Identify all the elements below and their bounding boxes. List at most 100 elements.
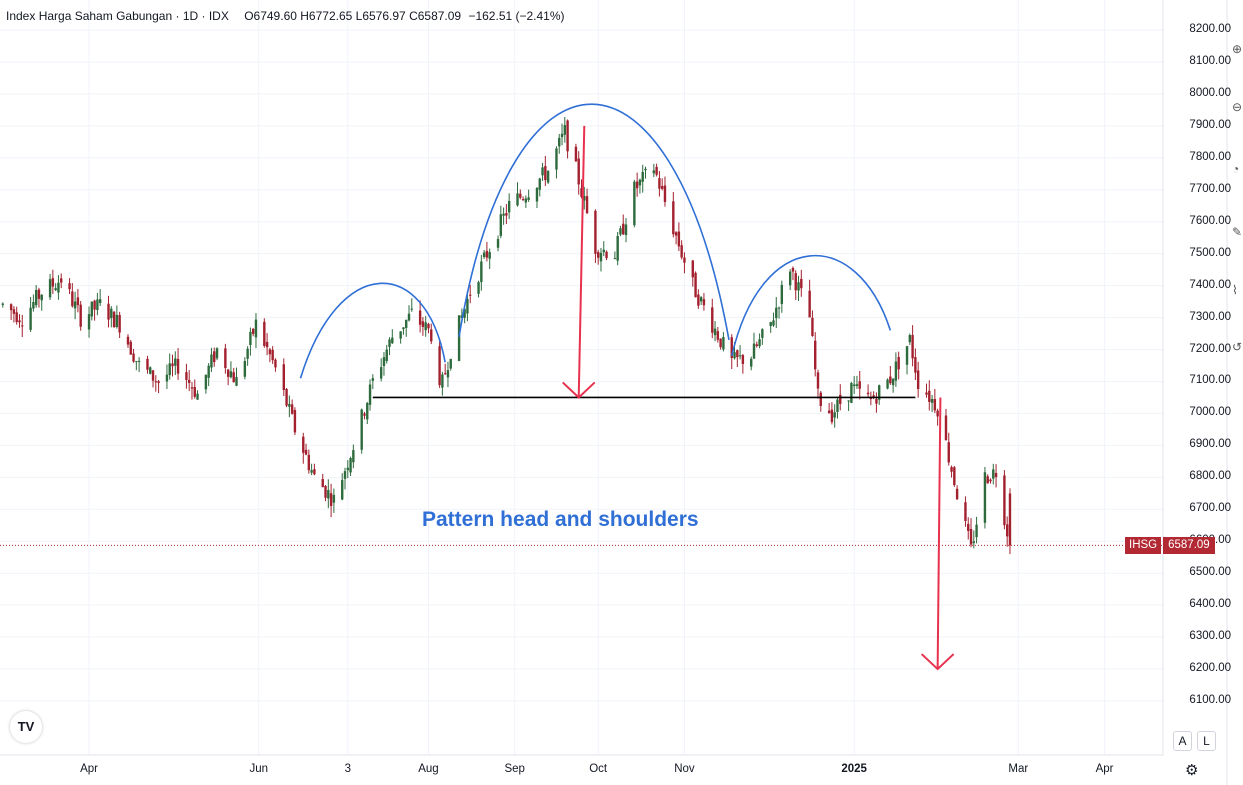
candle-body [936, 410, 939, 417]
candle-body [40, 294, 43, 301]
candle-body [76, 297, 80, 306]
candle-body [925, 392, 928, 395]
candle-body [285, 388, 288, 406]
head-arc[interactable] [458, 103, 730, 341]
right-shoulder-arc[interactable] [730, 254, 892, 357]
pattern-annotation[interactable]: Pattern head and shoulders [422, 508, 699, 531]
candle-body [457, 315, 461, 361]
candle-body [836, 399, 839, 412]
candle-body [677, 231, 681, 247]
candle-body [955, 488, 959, 500]
price-tick-label: 7200.00 [1189, 342, 1231, 355]
tradingview-logo[interactable]: TV [10, 711, 42, 743]
toolbar-icon[interactable]: ↺ [1232, 340, 1243, 354]
candle-body [519, 193, 522, 198]
price-tick-label: 7900.00 [1189, 118, 1231, 131]
candle-body [249, 331, 252, 346]
candle-body [944, 415, 948, 441]
time-tick-label: Oct [589, 763, 608, 775]
candle-body [730, 337, 733, 358]
candle-body [304, 449, 308, 455]
candle-body [858, 381, 861, 389]
candle-body [107, 303, 110, 320]
candle-body [193, 387, 196, 397]
candle-body [741, 355, 745, 364]
candle-body [538, 178, 541, 190]
toolbar-icon[interactable]: ◔ [1232, 162, 1240, 176]
left-shoulder-arc[interactable] [299, 282, 446, 379]
last-price-value: 6587.09 [1163, 537, 1215, 554]
candle-body [891, 378, 895, 386]
auto-scale-button[interactable]: A [1173, 731, 1192, 751]
candle-body [9, 304, 13, 311]
candle-body [674, 232, 678, 236]
candle-body [187, 379, 191, 384]
candle-body [352, 450, 355, 463]
price-tick-label: 7800.00 [1189, 150, 1231, 163]
candle-body [366, 403, 369, 420]
candle-body [683, 257, 686, 263]
candle-body [154, 381, 158, 383]
target-arrow-line[interactable] [577, 125, 586, 398]
candle-body [555, 148, 558, 170]
candle-body [485, 250, 489, 258]
candle-body [788, 271, 792, 286]
candle-body [93, 300, 96, 310]
toolbar-icon[interactable]: ⌇ [1232, 283, 1238, 297]
candle-body [583, 195, 586, 201]
candle-body [15, 312, 18, 323]
candle-body [482, 252, 486, 258]
candle-body [633, 181, 636, 226]
candle-body [855, 384, 859, 386]
toolbar-icon[interactable]: ⊕ [1232, 42, 1243, 56]
candle-body [875, 398, 878, 404]
candle-body [360, 409, 363, 450]
time-tick-label: Aug [418, 763, 439, 775]
candle-body [769, 322, 772, 327]
candle-body [1008, 493, 1012, 546]
candle-body [274, 359, 277, 368]
candle-body [794, 273, 797, 291]
candle-body [251, 328, 255, 334]
candlestick-series [1, 116, 1012, 555]
candle-body [889, 376, 892, 384]
candle-body [777, 307, 781, 309]
toolbar-icon[interactable]: ⊖ [1232, 100, 1243, 114]
candle-body [663, 185, 667, 202]
candle-body [466, 299, 469, 314]
candle-body [827, 410, 831, 414]
candle-body [638, 179, 642, 186]
candle-body [847, 400, 850, 402]
candle-body [71, 291, 74, 307]
candle-body [54, 288, 57, 291]
candle-body [402, 327, 405, 330]
candle-body [118, 314, 121, 333]
price-tick-label: 8000.00 [1189, 86, 1231, 99]
candle-body [288, 403, 291, 407]
candle-body [878, 385, 881, 400]
candle-body [585, 196, 589, 214]
log-scale-button[interactable]: L [1197, 731, 1216, 751]
low-value: L6576.97 [355, 9, 406, 23]
candle-body [418, 310, 422, 325]
legend-separator: · [201, 9, 206, 23]
drawings-layer[interactable] [299, 103, 955, 671]
candle-body [541, 167, 544, 176]
target-arrow-line[interactable] [936, 397, 942, 670]
candle-body [48, 279, 52, 298]
candle-body [811, 317, 814, 336]
settings-gear-icon[interactable]: ⚙ [1185, 762, 1199, 779]
pencil-icon[interactable]: ✎ [1232, 225, 1243, 239]
candle-body [752, 343, 756, 359]
candle-body [791, 267, 795, 272]
candle-body [324, 486, 327, 498]
candle-body [171, 363, 174, 367]
open-value: O6749.60 [244, 9, 297, 23]
candle-body [833, 412, 836, 418]
candle-body [624, 224, 628, 236]
candle-body [502, 213, 505, 216]
candle-body [368, 384, 372, 405]
candle-body [410, 308, 413, 310]
candle-body [446, 370, 450, 378]
